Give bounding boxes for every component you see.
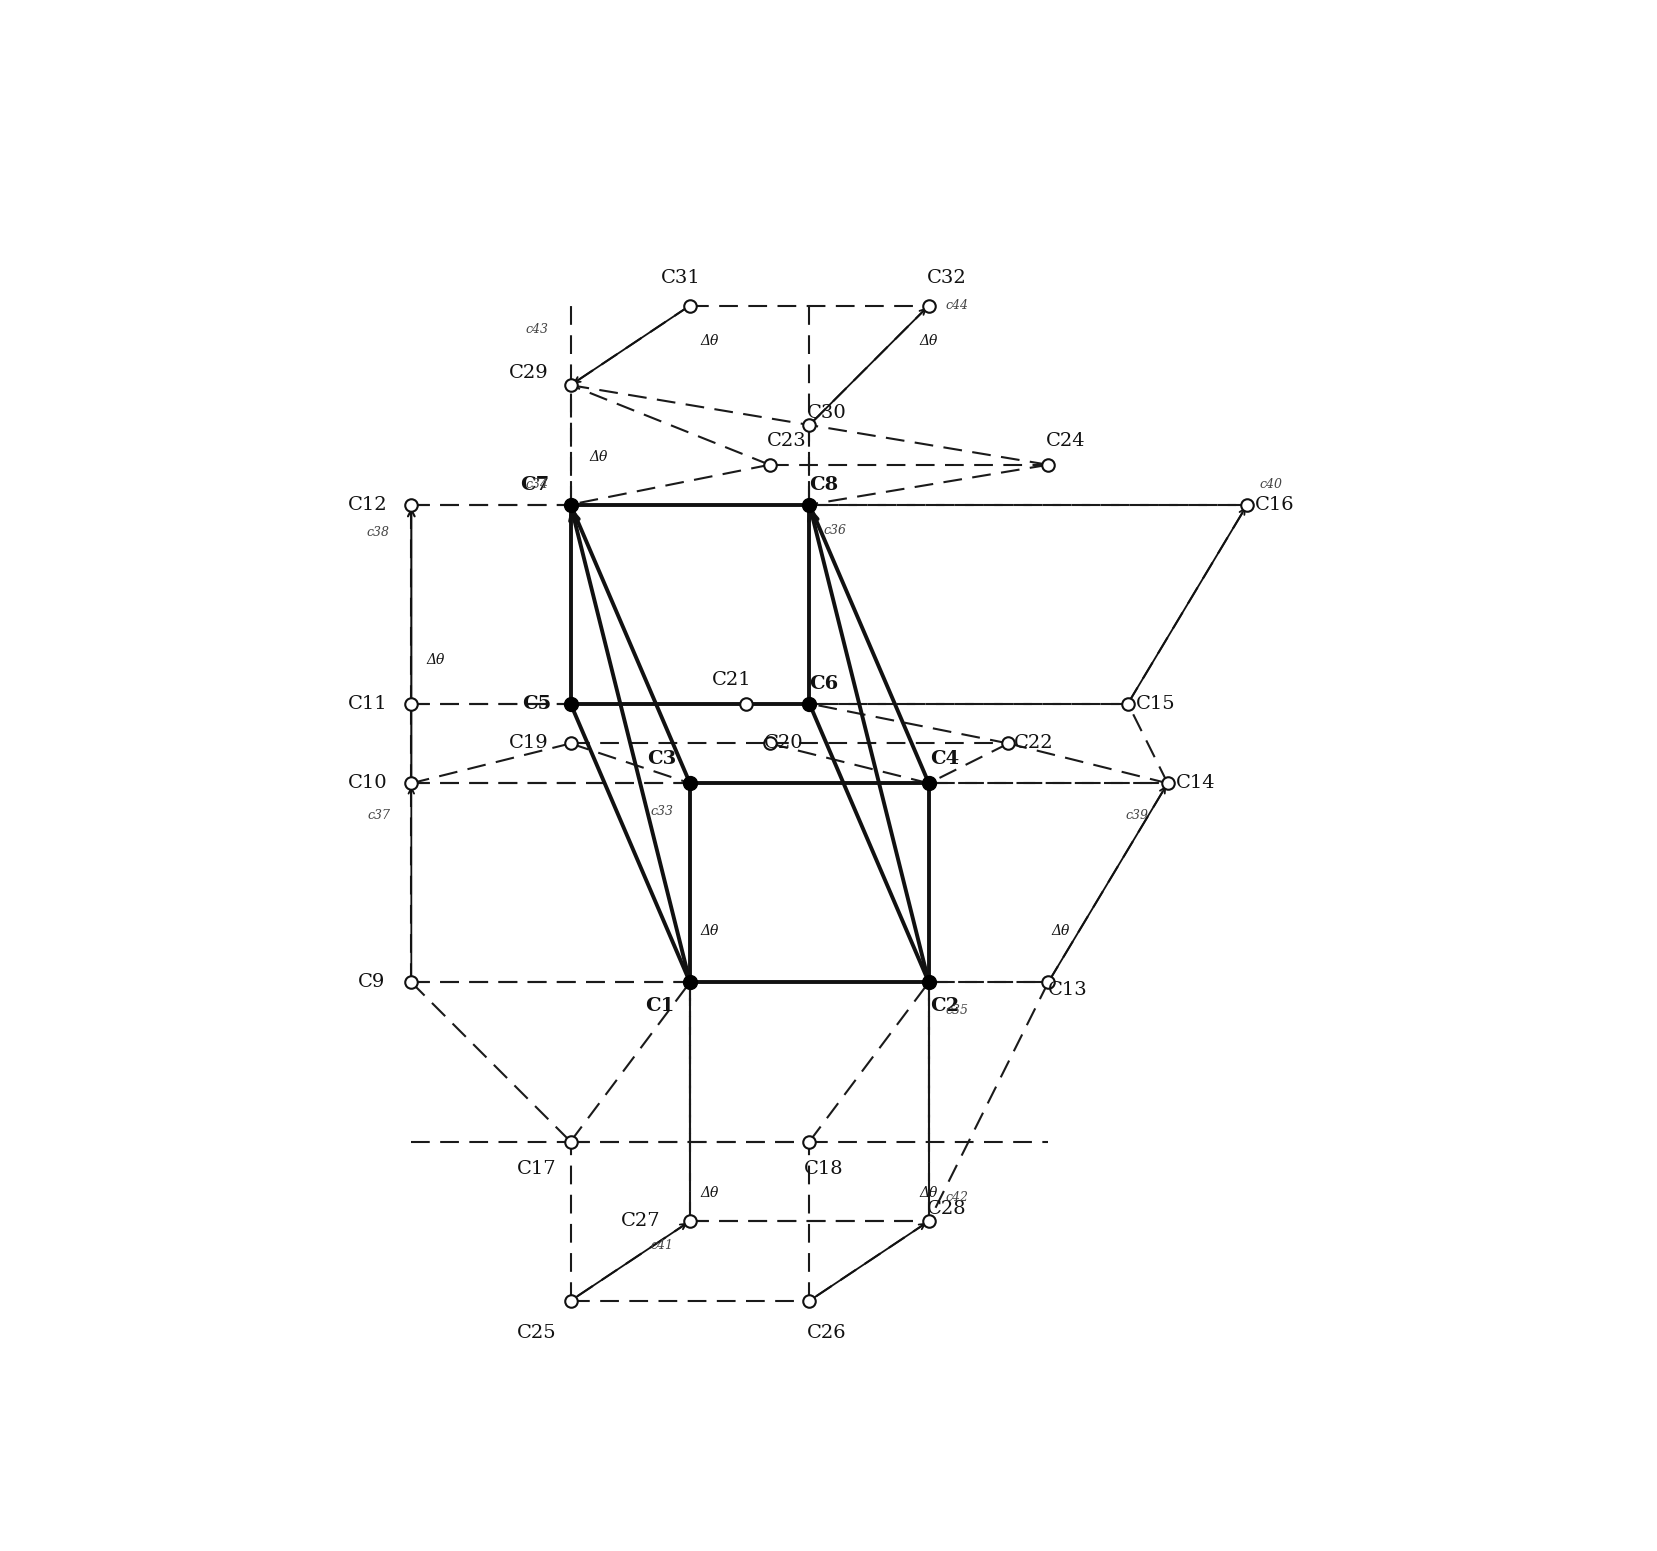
Text: C26: C26 (807, 1323, 847, 1342)
Text: c44: c44 (944, 299, 968, 312)
Text: C6: C6 (809, 675, 838, 693)
Text: C7: C7 (520, 476, 548, 493)
Text: Δθ: Δθ (920, 1187, 938, 1200)
Text: C9: C9 (358, 974, 384, 991)
Text: Δθ: Δθ (701, 923, 719, 937)
Text: C32: C32 (926, 268, 966, 287)
Text: C24: C24 (1046, 431, 1085, 450)
Text: C17: C17 (517, 1160, 557, 1179)
Text: C15: C15 (1137, 695, 1175, 712)
Text: C31: C31 (661, 268, 701, 287)
Text: c42: c42 (944, 1191, 968, 1204)
Text: C10: C10 (348, 774, 388, 793)
Text: Δθ: Δθ (1051, 923, 1069, 937)
Text: c35: c35 (944, 1003, 968, 1016)
Text: C22: C22 (1014, 735, 1054, 752)
Text: c33: c33 (651, 805, 674, 817)
Text: c38: c38 (366, 526, 389, 538)
Text: C18: C18 (804, 1160, 843, 1179)
Text: C2: C2 (930, 997, 959, 1016)
Text: c36: c36 (824, 524, 847, 537)
Text: C16: C16 (1256, 496, 1296, 513)
Text: C25: C25 (517, 1323, 557, 1342)
Text: C11: C11 (348, 695, 388, 712)
Text: c39: c39 (1125, 808, 1148, 822)
Text: Δθ: Δθ (701, 1187, 719, 1200)
Text: C1: C1 (645, 997, 674, 1016)
Text: C14: C14 (1176, 774, 1215, 793)
Text: C4: C4 (930, 751, 959, 768)
Text: C29: C29 (509, 364, 548, 382)
Text: c34: c34 (525, 478, 548, 492)
Text: C13: C13 (1049, 982, 1089, 999)
Text: C21: C21 (711, 670, 751, 689)
Text: Δθ: Δθ (920, 335, 938, 349)
Text: C8: C8 (809, 476, 838, 493)
Text: C3: C3 (648, 751, 676, 768)
Text: C23: C23 (767, 431, 807, 450)
Text: Δθ: Δθ (426, 653, 444, 667)
Text: c41: c41 (651, 1239, 674, 1252)
Text: C28: C28 (926, 1200, 966, 1218)
Text: c37: c37 (368, 808, 391, 822)
Text: Δθ: Δθ (701, 335, 719, 349)
Text: C12: C12 (348, 496, 388, 513)
Text: C20: C20 (764, 735, 804, 752)
Text: c40: c40 (1259, 478, 1283, 492)
Text: C30: C30 (807, 403, 847, 422)
Text: C27: C27 (621, 1213, 661, 1230)
Text: C5: C5 (522, 695, 552, 712)
Text: c43: c43 (525, 323, 548, 337)
Text: Δθ: Δθ (590, 450, 608, 464)
Text: C19: C19 (509, 735, 548, 752)
